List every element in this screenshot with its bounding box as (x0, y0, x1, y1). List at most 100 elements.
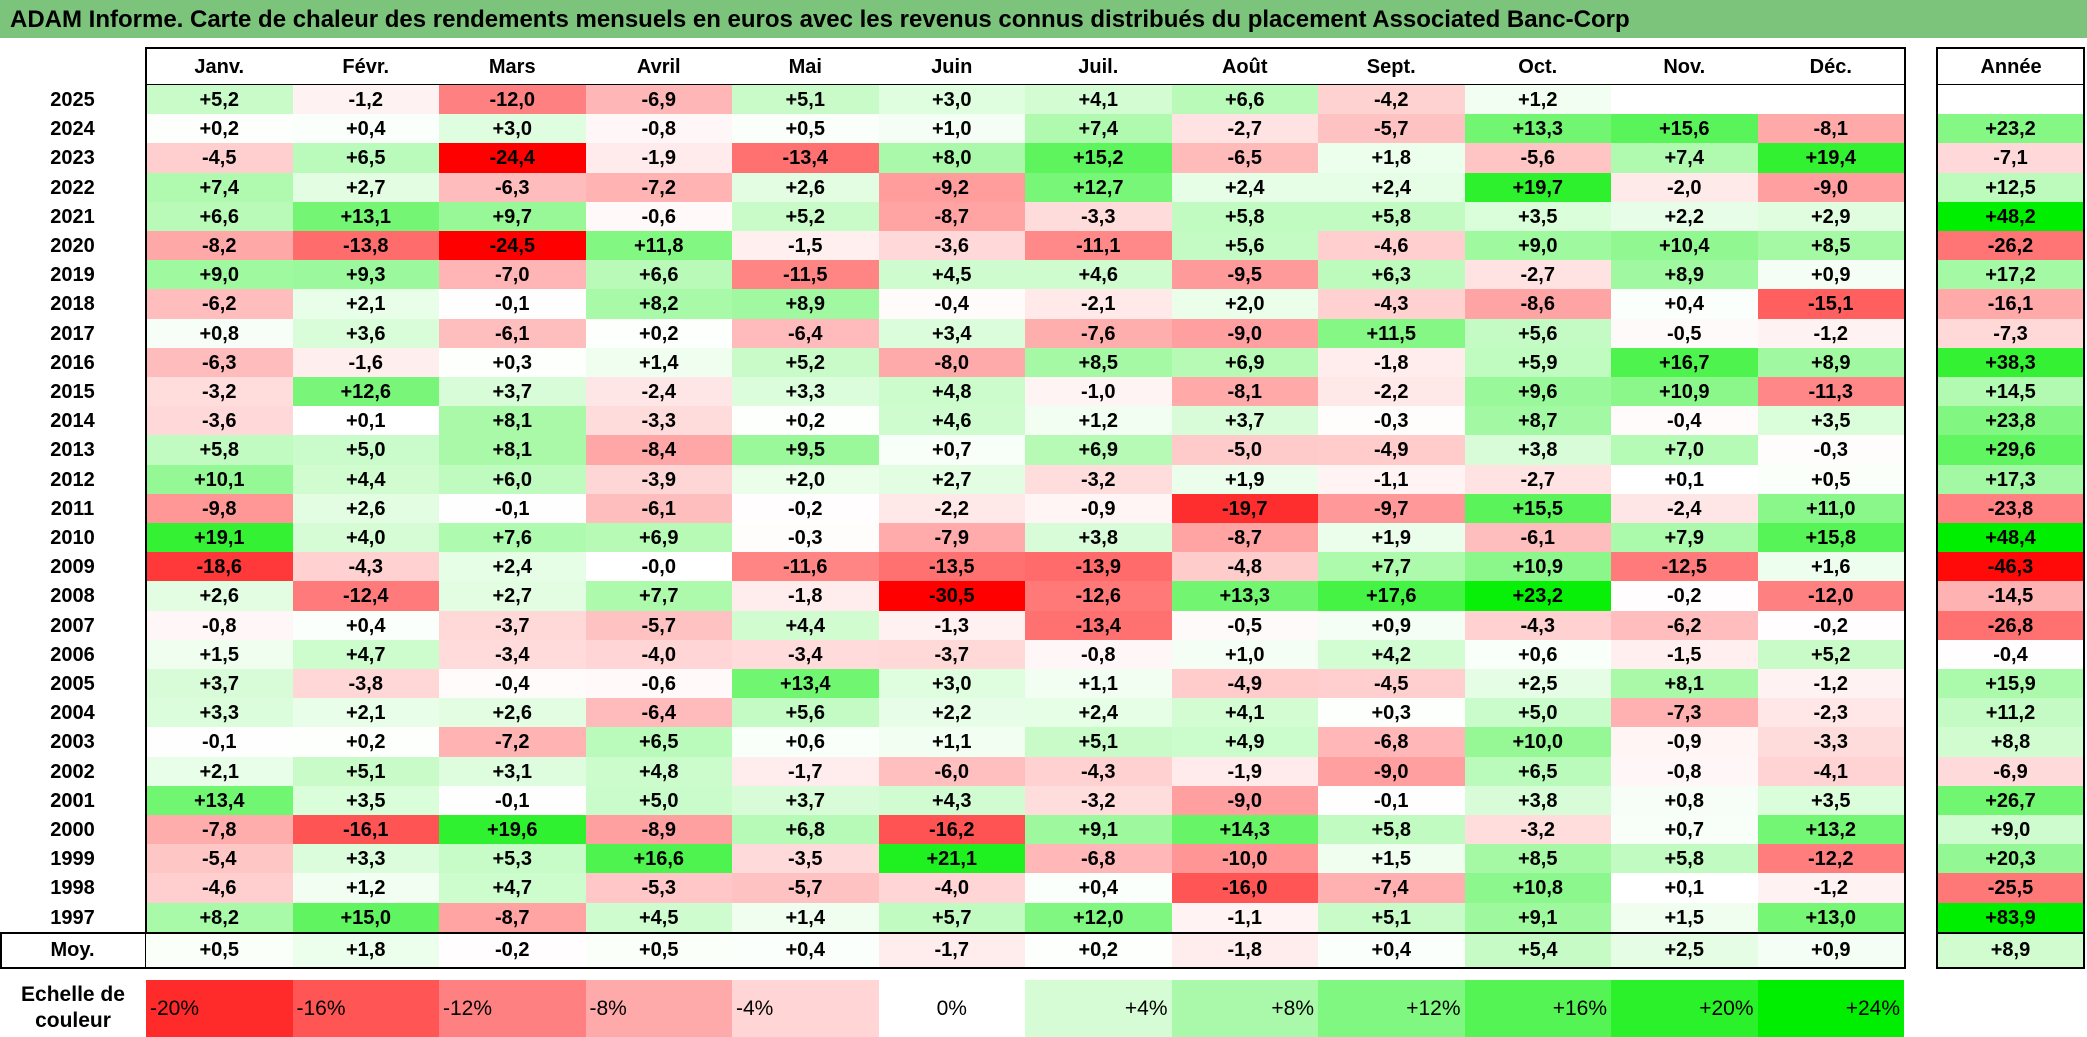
heatmap-cell: +2,4 (439, 552, 587, 583)
heatmap-cell: +5,8 (1318, 201, 1466, 232)
heatmap-cell: -4,5 (146, 143, 294, 174)
heatmap-cell: +4,5 (585, 902, 733, 933)
color-scale-step: 0% (878, 980, 1025, 1037)
heatmap-cell: +9,6 (1464, 377, 1612, 408)
annual-cell: -7,1 (1937, 143, 2085, 174)
heatmap-cell: -8,1 (1171, 377, 1319, 408)
heatmap-cell: +19,6 (439, 815, 587, 846)
average-cell: +0,4 (1318, 933, 1466, 968)
year-label: 1997 (0, 902, 146, 933)
heatmap-cell: -5,7 (732, 873, 880, 904)
heatmap-cell: +7,9 (1611, 523, 1759, 554)
heatmap-cell: -2,7 (1464, 260, 1612, 291)
heatmap-cell: -12,5 (1611, 552, 1759, 583)
heatmap-cell: -4,8 (1171, 552, 1319, 583)
heatmap-cell: +23,2 (1464, 581, 1612, 612)
heatmap-cell: -4,0 (878, 873, 1026, 904)
heatmap-cell: +3,7 (439, 377, 587, 408)
annual-cell: +38,3 (1937, 347, 2085, 378)
heatmap-cell: -5,6 (1464, 143, 1612, 174)
heatmap-cell: +4,8 (585, 756, 733, 787)
heatmap-cell: +0,1 (1611, 464, 1759, 495)
heatmap-cell: +9,7 (439, 201, 587, 232)
heatmap-cell: -9,0 (1318, 756, 1466, 787)
heatmap-cell: +8,7 (1464, 406, 1612, 437)
heatmap-cell: +11,0 (1757, 493, 1905, 524)
annual-cell: +12,5 (1937, 172, 2085, 203)
heatmap-cell: +5,1 (292, 756, 440, 787)
heatmap-cell: +12,6 (292, 377, 440, 408)
year-label: 2022 (0, 172, 146, 203)
heatmap-cell: +9,0 (146, 260, 294, 291)
color-scale-step: +12% (1318, 980, 1465, 1037)
annual-cell: +9,0 (1937, 815, 2085, 846)
color-scale-step: -12% (439, 980, 586, 1037)
heatmap-cell: +5,3 (439, 844, 587, 875)
heatmap-cell: -3,2 (146, 377, 294, 408)
color-scale-step: +20% (1611, 980, 1758, 1037)
heatmap-cell: +8,5 (1464, 844, 1612, 875)
heatmap-cell: -0,1 (439, 289, 587, 320)
heatmap-cell: -2,1 (1025, 289, 1173, 320)
heatmap-cell: +5,9 (1464, 347, 1612, 378)
heatmap-cell: -8,9 (585, 815, 733, 846)
heatmap-cell: +8,2 (585, 289, 733, 320)
heatmap-cell: +13,3 (1464, 114, 1612, 145)
heatmap-cell: +13,4 (732, 669, 880, 700)
month-header: Déc. (1757, 48, 1905, 85)
heatmap-cell: +1,5 (146, 639, 294, 670)
heatmap-cell: +2,6 (146, 581, 294, 612)
month-header: Févr. (292, 48, 440, 85)
year-label: 2002 (0, 756, 146, 787)
heatmap-cell: +10,8 (1464, 873, 1612, 904)
annual-cell: -14,5 (1937, 581, 2085, 612)
heatmap-cell: +6,6 (146, 201, 294, 232)
heatmap-cell: +1,6 (1757, 552, 1905, 583)
heatmap-cell: +6,6 (585, 260, 733, 291)
heatmap-cell: -16,1 (292, 815, 440, 846)
heatmap-cell: +1,0 (1171, 639, 1319, 670)
heatmap-cell: -1,3 (878, 610, 1026, 641)
heatmap-cell: -0,5 (1171, 610, 1319, 641)
year-label: 2007 (0, 610, 146, 641)
heatmap-cell: -2,7 (1171, 114, 1319, 145)
heatmap-cell: -2,7 (1464, 464, 1612, 495)
year-label: 2006 (0, 639, 146, 670)
heatmap-cell: +12,7 (1025, 172, 1173, 203)
heatmap-cell: +15,6 (1611, 114, 1759, 145)
heatmap-cell: +3,4 (878, 318, 1026, 349)
heatmap-cell: +8,0 (878, 143, 1026, 174)
heatmap-cell: +0,2 (732, 406, 880, 437)
annual-cell: -26,2 (1937, 231, 2085, 262)
heatmap-cell: +9,5 (732, 435, 880, 466)
color-scale-step: -4% (732, 980, 879, 1037)
average-cell: +5,4 (1464, 933, 1612, 968)
heatmap-cell: +2,7 (292, 172, 440, 203)
heatmap-cell: -0,1 (1318, 785, 1466, 816)
heatmap-cell: +2,4 (1318, 172, 1466, 203)
heatmap-cell: +0,3 (1318, 698, 1466, 729)
year-label: 2010 (0, 523, 146, 554)
annual-cell (1937, 85, 2085, 116)
heatmap-cell: +0,1 (292, 406, 440, 437)
heatmap-cell: +6,6 (1171, 85, 1319, 116)
heatmap-cell: +4,4 (292, 464, 440, 495)
heatmap-cell: -1,5 (732, 231, 880, 262)
heatmap-cell: +16,7 (1611, 347, 1759, 378)
heatmap-cell: -0,6 (585, 201, 733, 232)
annual-cell: -26,8 (1937, 610, 2085, 641)
heatmap-cell: -3,3 (1757, 727, 1905, 758)
annual-cell: +11,2 (1937, 698, 2085, 729)
heatmap-cell: +5,6 (732, 698, 880, 729)
heatmap-cell: -6,3 (146, 347, 294, 378)
heatmap-cell: -6,2 (1611, 610, 1759, 641)
month-header: Sept. (1318, 48, 1466, 85)
heatmap-cell: +4,6 (878, 406, 1026, 437)
heatmap-cell: +0,4 (292, 610, 440, 641)
annual-cell: -6,9 (1937, 756, 2085, 787)
heatmap-cell: +13,1 (292, 201, 440, 232)
heatmap-cell: +19,4 (1757, 143, 1905, 174)
heatmap-cell: +21,1 (878, 844, 1026, 875)
heatmap-cell: +3,5 (1757, 406, 1905, 437)
heatmap-cell: +7,7 (585, 581, 733, 612)
